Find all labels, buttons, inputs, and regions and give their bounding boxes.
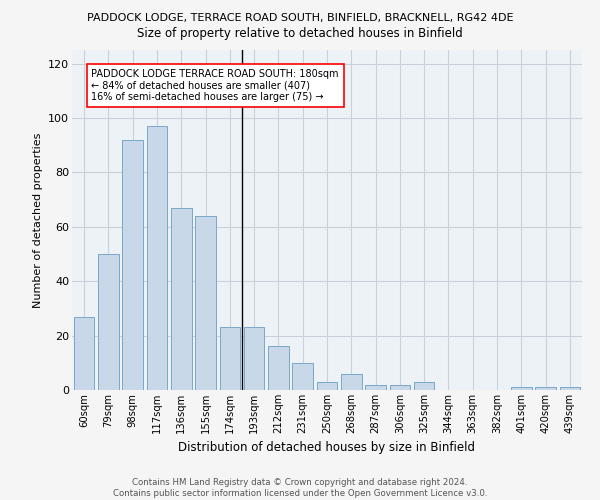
Bar — [122, 140, 143, 390]
Bar — [560, 388, 580, 390]
Bar — [195, 216, 216, 390]
X-axis label: Distribution of detached houses by size in Binfield: Distribution of detached houses by size … — [179, 442, 476, 454]
Bar — [220, 328, 240, 390]
Text: PADDOCK LODGE, TERRACE ROAD SOUTH, BINFIELD, BRACKNELL, RG42 4DE: PADDOCK LODGE, TERRACE ROAD SOUTH, BINFI… — [87, 12, 513, 22]
Bar — [98, 254, 119, 390]
Text: Size of property relative to detached houses in Binfield: Size of property relative to detached ho… — [137, 28, 463, 40]
Bar — [365, 384, 386, 390]
Bar — [414, 382, 434, 390]
Bar — [292, 363, 313, 390]
Bar — [244, 328, 265, 390]
Bar — [171, 208, 191, 390]
Y-axis label: Number of detached properties: Number of detached properties — [32, 132, 43, 308]
Bar — [535, 388, 556, 390]
Bar — [268, 346, 289, 390]
Bar — [146, 126, 167, 390]
Text: Contains HM Land Registry data © Crown copyright and database right 2024.
Contai: Contains HM Land Registry data © Crown c… — [113, 478, 487, 498]
Bar — [74, 316, 94, 390]
Bar — [341, 374, 362, 390]
Text: PADDOCK LODGE TERRACE ROAD SOUTH: 180sqm
← 84% of detached houses are smaller (4: PADDOCK LODGE TERRACE ROAD SOUTH: 180sqm… — [91, 69, 339, 102]
Bar — [511, 388, 532, 390]
Bar — [389, 384, 410, 390]
Bar — [317, 382, 337, 390]
